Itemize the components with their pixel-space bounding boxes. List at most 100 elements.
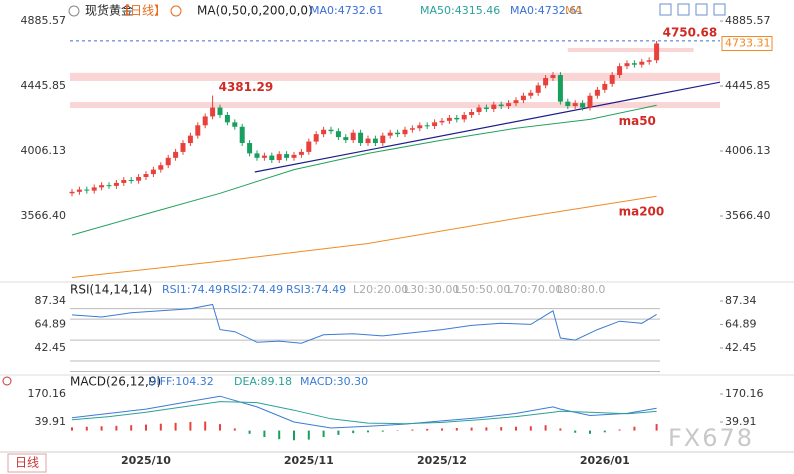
macd-bar xyxy=(603,430,606,433)
candle-body xyxy=(631,63,637,65)
candle-body xyxy=(654,43,660,61)
macd-bar xyxy=(278,430,281,440)
y-tick-label: 42.45 xyxy=(725,341,757,354)
macd-bar xyxy=(618,429,621,431)
panel-title: MACD(26,12,9) xyxy=(70,375,161,389)
candle-body xyxy=(195,125,201,136)
period-tab-label[interactable]: 日线 xyxy=(15,456,39,470)
candle-body xyxy=(269,155,275,161)
legend-entry: RSI1:74.49 xyxy=(162,283,222,296)
macd-bar xyxy=(352,430,355,434)
tool-button[interactable] xyxy=(659,3,672,16)
candle-body xyxy=(128,179,134,181)
candle-body xyxy=(380,135,386,144)
candle-body xyxy=(84,189,90,191)
ma-line xyxy=(71,195,657,278)
legend-entry: RSI3:74.49 xyxy=(286,283,346,296)
legend-entry: DIFF:104.32 xyxy=(148,375,214,388)
candle-body xyxy=(520,95,526,101)
y-tick-label: 170.16 xyxy=(28,387,67,400)
period-label: 【日线】 xyxy=(118,4,166,18)
y-tick-label: 4006.13 xyxy=(21,144,67,157)
candle-body xyxy=(639,61,645,65)
candle-body xyxy=(210,107,216,117)
macd-line xyxy=(71,401,657,425)
candle-body xyxy=(69,191,75,194)
legend-entry: L80:80.0 xyxy=(557,283,605,296)
candle-body xyxy=(409,128,415,130)
trendline xyxy=(254,81,720,173)
candle-body xyxy=(261,155,267,158)
candle-body xyxy=(335,131,341,138)
candle-body xyxy=(284,154,290,158)
period-tab[interactable] xyxy=(7,453,47,473)
candle-body xyxy=(617,66,623,76)
candle-body xyxy=(395,132,401,135)
y-tick-label: 4006.13 xyxy=(725,144,771,157)
candle-body xyxy=(528,92,534,96)
macd-bar xyxy=(500,427,503,431)
candle-body xyxy=(483,107,489,110)
candle-body xyxy=(432,122,438,127)
legend-entry: L50:50.00 xyxy=(455,283,510,296)
candle-body xyxy=(372,138,378,144)
macd-bar xyxy=(248,430,251,434)
settings-icon[interactable] xyxy=(2,376,12,386)
macd-bar xyxy=(233,428,236,431)
x-tick-label: 2025/12 xyxy=(417,454,467,467)
macd-line xyxy=(71,395,657,429)
candle-body xyxy=(158,165,164,170)
rsi-line xyxy=(71,303,657,344)
zone xyxy=(70,102,720,108)
y-tick-label: 4445.85 xyxy=(21,79,67,92)
macd-bar xyxy=(71,427,73,431)
candle-body xyxy=(646,60,652,62)
add-icon[interactable] xyxy=(170,5,182,17)
macd-bar xyxy=(219,424,221,431)
candle-body xyxy=(121,179,127,183)
macd-bar xyxy=(367,430,369,433)
macd-bar xyxy=(293,430,295,441)
macd-bar xyxy=(559,428,562,431)
y-tick-label: 4885.57 xyxy=(21,14,67,27)
y-tick-label: 170.16 xyxy=(725,387,764,400)
legend-entry: MA50:4315.46 xyxy=(420,4,500,17)
candle-body xyxy=(543,77,549,86)
macd-bar xyxy=(589,430,591,434)
legend-entry: MA0:4732.61 xyxy=(510,4,583,17)
candle-body xyxy=(173,151,179,158)
candle-body xyxy=(476,107,482,112)
legend-entry: MACD:30.30 xyxy=(300,375,368,388)
macd-bar xyxy=(189,421,192,431)
candle-body xyxy=(491,104,497,110)
candle-body xyxy=(165,157,171,166)
settings-icon[interactable] xyxy=(68,5,80,17)
tool-button[interactable] xyxy=(713,3,726,16)
y-tick-label: 87.34 xyxy=(725,294,757,307)
candle-body xyxy=(150,169,156,175)
macd-bar xyxy=(574,430,577,433)
macd-bar xyxy=(174,422,177,431)
tool-button[interactable] xyxy=(677,3,690,16)
tool-button[interactable] xyxy=(695,3,708,16)
candle-body xyxy=(224,114,230,123)
y-tick-label: 3566.40 xyxy=(21,209,67,222)
macd-bar xyxy=(307,430,310,440)
candle-body xyxy=(594,89,600,96)
macd-bar xyxy=(485,427,488,431)
macd-bar xyxy=(515,426,517,431)
legend-entry: MA xyxy=(565,4,582,17)
macd-bar xyxy=(85,426,88,431)
y-tick-label: 64.89 xyxy=(35,317,67,330)
zone xyxy=(70,72,720,81)
panel-title: RSI(14,14,14) xyxy=(70,283,152,297)
candle-body xyxy=(143,174,149,178)
last-price-label: 4733.31 xyxy=(725,37,771,50)
candle-body xyxy=(343,137,349,141)
candle-body xyxy=(469,111,475,115)
candle-body xyxy=(91,187,97,191)
candle-body xyxy=(550,75,556,78)
watermark: FX678 xyxy=(668,424,754,452)
macd-bar xyxy=(263,430,266,438)
